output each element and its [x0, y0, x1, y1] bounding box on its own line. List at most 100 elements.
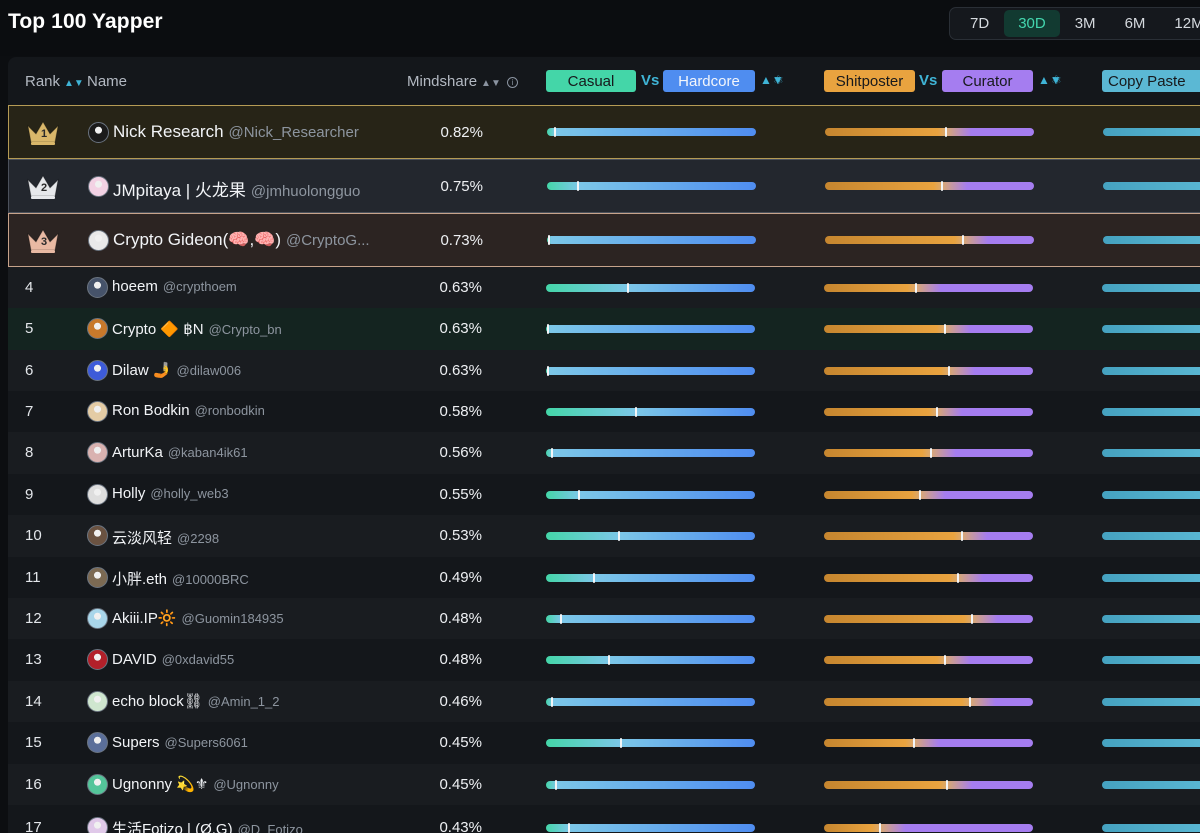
display-name[interactable]: ArturKa — [112, 444, 163, 461]
copy-paste-bar[interactable] — [1102, 367, 1200, 375]
casual-hardcore-bar[interactable] — [546, 531, 755, 541]
user-handle[interactable]: @ronbodkin — [194, 403, 265, 418]
sort-icon[interactable]: ▲▼ — [1038, 73, 1062, 87]
avatar[interactable] — [87, 360, 108, 381]
display-name[interactable]: DAVID — [112, 651, 157, 668]
shitposter-curator-bar[interactable] — [824, 780, 1033, 790]
table-row[interactable]: 14 echo block⛓ @Amin_1_2 0.46% — [8, 681, 1200, 722]
display-name[interactable]: 云淡风轻 — [112, 530, 173, 547]
table-row[interactable]: 8 ArturKa @kaban4ik61 0.56% — [8, 432, 1200, 474]
avatar[interactable] — [87, 608, 108, 629]
user-name-cell[interactable]: 生活Fotizo | (Ø,G) @D_Fotizo — [112, 818, 303, 833]
shitposter-curator-bar[interactable] — [825, 127, 1034, 137]
shitposter-curator-bar[interactable] — [825, 181, 1034, 191]
casual-hardcore-bar[interactable] — [546, 780, 755, 790]
user-handle[interactable]: @Amin_1_2 — [207, 694, 280, 709]
range-7d-button[interactable]: 7D — [970, 15, 990, 32]
user-handle[interactable]: @Nick_Researcher — [228, 124, 359, 141]
sort-icon[interactable]: ▲▼ — [760, 73, 784, 87]
user-name-cell[interactable]: Dilaw 🤳 @dilaw006 — [112, 361, 241, 379]
avatar[interactable] — [87, 525, 108, 546]
table-row[interactable]: 12 Akiii.IP🔆 @Guomin184935 0.48% — [8, 598, 1200, 639]
table-row[interactable]: 9 Holly @holly_web3 0.55% — [8, 474, 1200, 515]
user-handle[interactable]: @holly_web3 — [150, 486, 229, 501]
avatar[interactable] — [88, 122, 109, 143]
display-name[interactable]: hoeem — [112, 278, 158, 295]
range-3m-button[interactable]: 3M — [1074, 15, 1096, 32]
display-name[interactable]: Crypto 🔶 ฿N — [112, 321, 204, 338]
avatar[interactable] — [87, 732, 108, 753]
table-row[interactable]: 15 Supers @Supers6061 0.45% — [8, 722, 1200, 764]
copy-paste-bar[interactable] — [1102, 698, 1200, 706]
display-name[interactable]: Crypto Gideon(🧠,🧠) — [113, 230, 281, 249]
casual-hardcore-bar[interactable] — [546, 448, 755, 458]
shitposter-curator-bar[interactable] — [824, 448, 1033, 458]
casual-hardcore-bar[interactable] — [546, 490, 755, 500]
shitposter-curator-bar[interactable] — [824, 655, 1033, 665]
shitposter-curator-bar[interactable] — [824, 407, 1033, 417]
table-row[interactable]: 1 Nick Research @Nick_Researcher 0.82% — [8, 105, 1200, 159]
copy-paste-bar[interactable] — [1102, 532, 1200, 540]
user-handle[interactable]: @jmhuolongguo — [250, 183, 361, 200]
casual-hardcore-bar[interactable] — [547, 127, 756, 137]
shitposter-curator-bar[interactable] — [824, 531, 1033, 541]
atom-icon[interactable]: ⚛ — [773, 73, 784, 87]
display-name[interactable]: 小胖.eth — [112, 571, 168, 588]
shitposter-curator-bar[interactable] — [824, 697, 1033, 707]
user-name-cell[interactable]: Ugnonny 💫⚜ @Ugnonny — [112, 775, 279, 793]
copy-paste-bar[interactable] — [1103, 236, 1200, 244]
casual-hardcore-bar[interactable] — [547, 235, 756, 245]
range-6m-button[interactable]: 6M — [1124, 15, 1146, 32]
user-handle[interactable]: @0xdavid55 — [161, 652, 235, 667]
copy-paste-bar[interactable] — [1102, 824, 1200, 832]
copy-paste-bar[interactable] — [1102, 574, 1200, 582]
casual-hardcore-bar[interactable] — [546, 697, 755, 707]
copy-paste-bar[interactable] — [1102, 284, 1200, 292]
avatar[interactable] — [87, 567, 108, 588]
user-name-cell[interactable]: Supers @Supers6061 — [112, 734, 248, 751]
display-name[interactable]: 生活Fotizo | (Ø,G) — [112, 821, 233, 833]
copy-paste-bar[interactable] — [1103, 182, 1200, 190]
casual-hardcore-bar[interactable] — [546, 573, 755, 583]
user-name-cell[interactable]: Akiii.IP🔆 @Guomin184935 — [112, 609, 284, 627]
info-icon[interactable]: i — [506, 77, 518, 88]
user-handle[interactable]: @2298 — [177, 531, 220, 546]
rank-column-header[interactable]: Rank ▲▼ — [25, 73, 84, 90]
user-name-cell[interactable]: DAVID @0xdavid55 — [112, 651, 234, 668]
user-handle[interactable]: @crypthoem — [162, 279, 237, 294]
casual-hardcore-bar[interactable] — [546, 283, 755, 293]
casual-hardcore-bar[interactable] — [546, 823, 755, 833]
user-handle[interactable]: @10000BRC — [172, 572, 249, 587]
user-handle[interactable]: @dilaw006 — [176, 363, 242, 378]
table-row[interactable]: 2 JMpitaya | 火龙果 @jmhuolongguo 0.75% — [8, 159, 1200, 213]
atom-icon[interactable]: ⚛ — [1051, 73, 1062, 87]
range-12m-button[interactable]: 12M — [1174, 15, 1200, 32]
table-row[interactable]: 5 Crypto 🔶 ฿N @Crypto_bn 0.63% — [8, 308, 1200, 350]
shitposter-curator-bar[interactable] — [824, 614, 1033, 624]
user-name-cell[interactable]: 云淡风轻 @2298 — [112, 527, 219, 548]
avatar[interactable] — [87, 774, 108, 795]
copy-paste-bar[interactable] — [1102, 781, 1200, 789]
mindshare-column-header[interactable]: Mindshare ▲▼ i — [407, 73, 518, 90]
user-handle[interactable]: @Crypto_bn — [208, 322, 282, 337]
display-name[interactable]: Ugnonny 💫⚜ — [112, 776, 209, 793]
display-name[interactable]: echo block⛓ — [112, 693, 203, 710]
display-name[interactable]: JMpitaya | 火龙果 — [113, 181, 246, 200]
copy-paste-bar[interactable] — [1102, 615, 1200, 623]
avatar[interactable] — [87, 484, 108, 505]
avatar[interactable] — [87, 691, 108, 712]
avatar[interactable] — [87, 318, 108, 339]
shitposter-curator-bar[interactable] — [824, 490, 1033, 500]
table-row[interactable]: 3 Crypto Gideon(🧠,🧠) @CryptoG... 0.73% — [8, 213, 1200, 267]
table-row[interactable]: 6 Dilaw 🤳 @dilaw006 0.63% — [8, 350, 1200, 391]
avatar[interactable] — [87, 817, 108, 833]
shitposter-curator-bar[interactable] — [824, 324, 1033, 334]
table-row[interactable]: 17 生活Fotizo | (Ø,G) @D_Fotizo 0.43% — [8, 805, 1200, 833]
shitposter-curator-bar[interactable] — [824, 738, 1033, 748]
display-name[interactable]: Nick Research — [113, 122, 224, 141]
casual-hardcore-bar[interactable] — [546, 614, 755, 624]
copy-paste-bar[interactable] — [1102, 491, 1200, 499]
shitposter-curator-bar[interactable] — [824, 283, 1033, 293]
copy-paste-bar[interactable] — [1102, 408, 1200, 416]
casual-hardcore-bar[interactable] — [547, 181, 756, 191]
